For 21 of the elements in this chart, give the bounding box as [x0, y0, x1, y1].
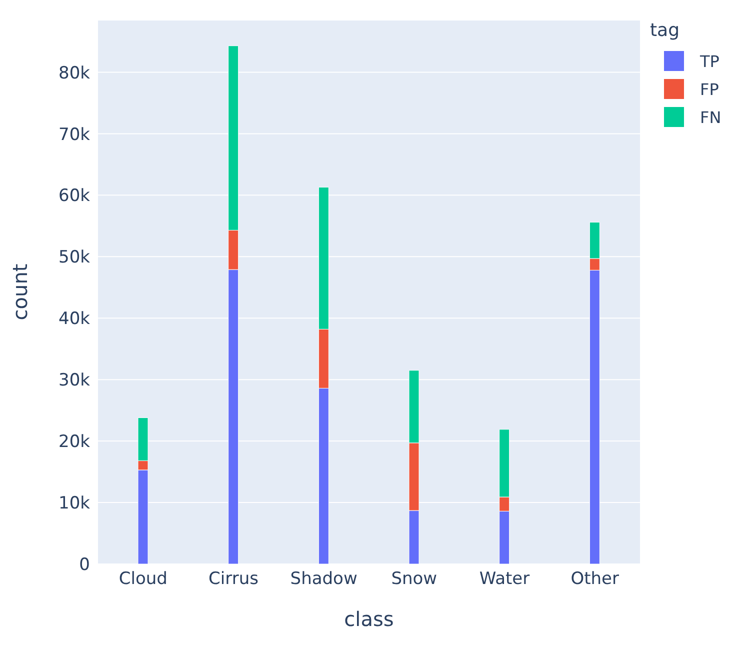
x-tick-label: Snow	[391, 569, 438, 590]
y-axis-title: count	[8, 264, 32, 320]
y-tick-label: 70k	[58, 124, 90, 145]
y-tick-label: 0	[79, 555, 90, 576]
y-tick-label: 50k	[58, 248, 90, 268]
legend-label: FN	[700, 108, 722, 126]
y-tick-label: 80k	[58, 63, 90, 84]
y-tick-label: 60k	[58, 186, 90, 206]
y-tick-label: 10k	[58, 494, 90, 514]
x-tick-label: Shadow	[290, 569, 358, 590]
y-tick-label: 20k	[58, 432, 90, 452]
x-tick-label: Water	[479, 569, 530, 590]
y-tick-label: 30k	[58, 370, 90, 391]
legend-title: tag	[650, 20, 681, 41]
legend-label: FP	[700, 80, 719, 98]
x-tick-label: Other	[570, 569, 619, 590]
legend-label: TP	[700, 52, 720, 70]
x-axis-title: class	[344, 607, 394, 631]
x-tick-label: Cirrus	[208, 569, 259, 590]
y-tick-label: 40k	[58, 309, 90, 330]
x-tick-label: Cloud	[118, 569, 168, 590]
